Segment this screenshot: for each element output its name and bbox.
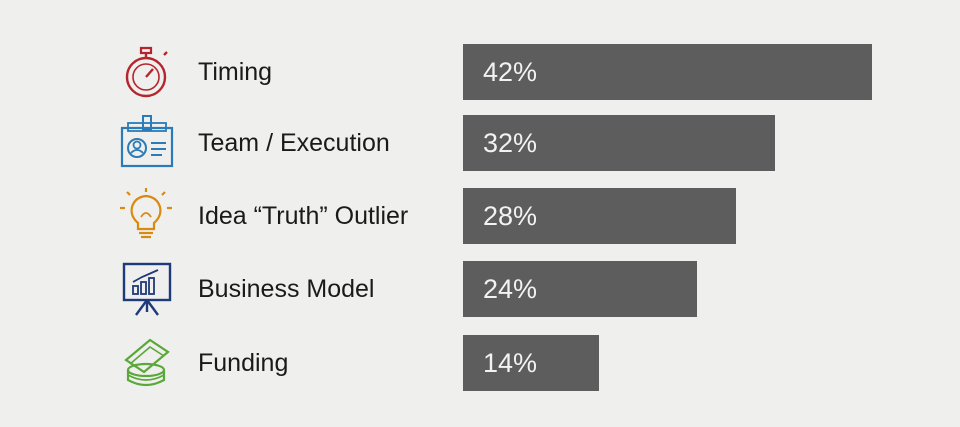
category-label: Team / Execution [198, 129, 390, 157]
id-badge-icon [116, 114, 180, 172]
chart-row: Timing 42% [0, 43, 960, 101]
data-label: 32% [483, 128, 538, 158]
category-label: Idea “Truth” Outlier [198, 202, 409, 230]
category-label: Timing [198, 58, 273, 86]
chart-row: Business Model 24% [0, 260, 960, 318]
data-label: 24% [483, 274, 538, 304]
lightbulb-icon [116, 187, 180, 245]
bar: 28% [463, 188, 736, 244]
bar: 42% [463, 44, 872, 100]
bar: 14% [463, 335, 599, 391]
stopwatch-icon [116, 43, 180, 101]
bar: 24% [463, 261, 697, 317]
presentation-chart-icon [116, 260, 180, 318]
data-label: 42% [483, 57, 538, 87]
money-stack-icon [116, 334, 180, 392]
data-label: 14% [483, 348, 538, 378]
chart-row: Idea “Truth” Outlier 28% [0, 187, 960, 245]
bar: 32% [463, 115, 775, 171]
chart-row: Funding 14% [0, 334, 960, 392]
chart-row: Team / Execution 32% [0, 114, 960, 172]
category-label: Funding [198, 349, 289, 377]
data-label: 28% [483, 201, 538, 231]
category-label: Business Model [198, 275, 375, 303]
